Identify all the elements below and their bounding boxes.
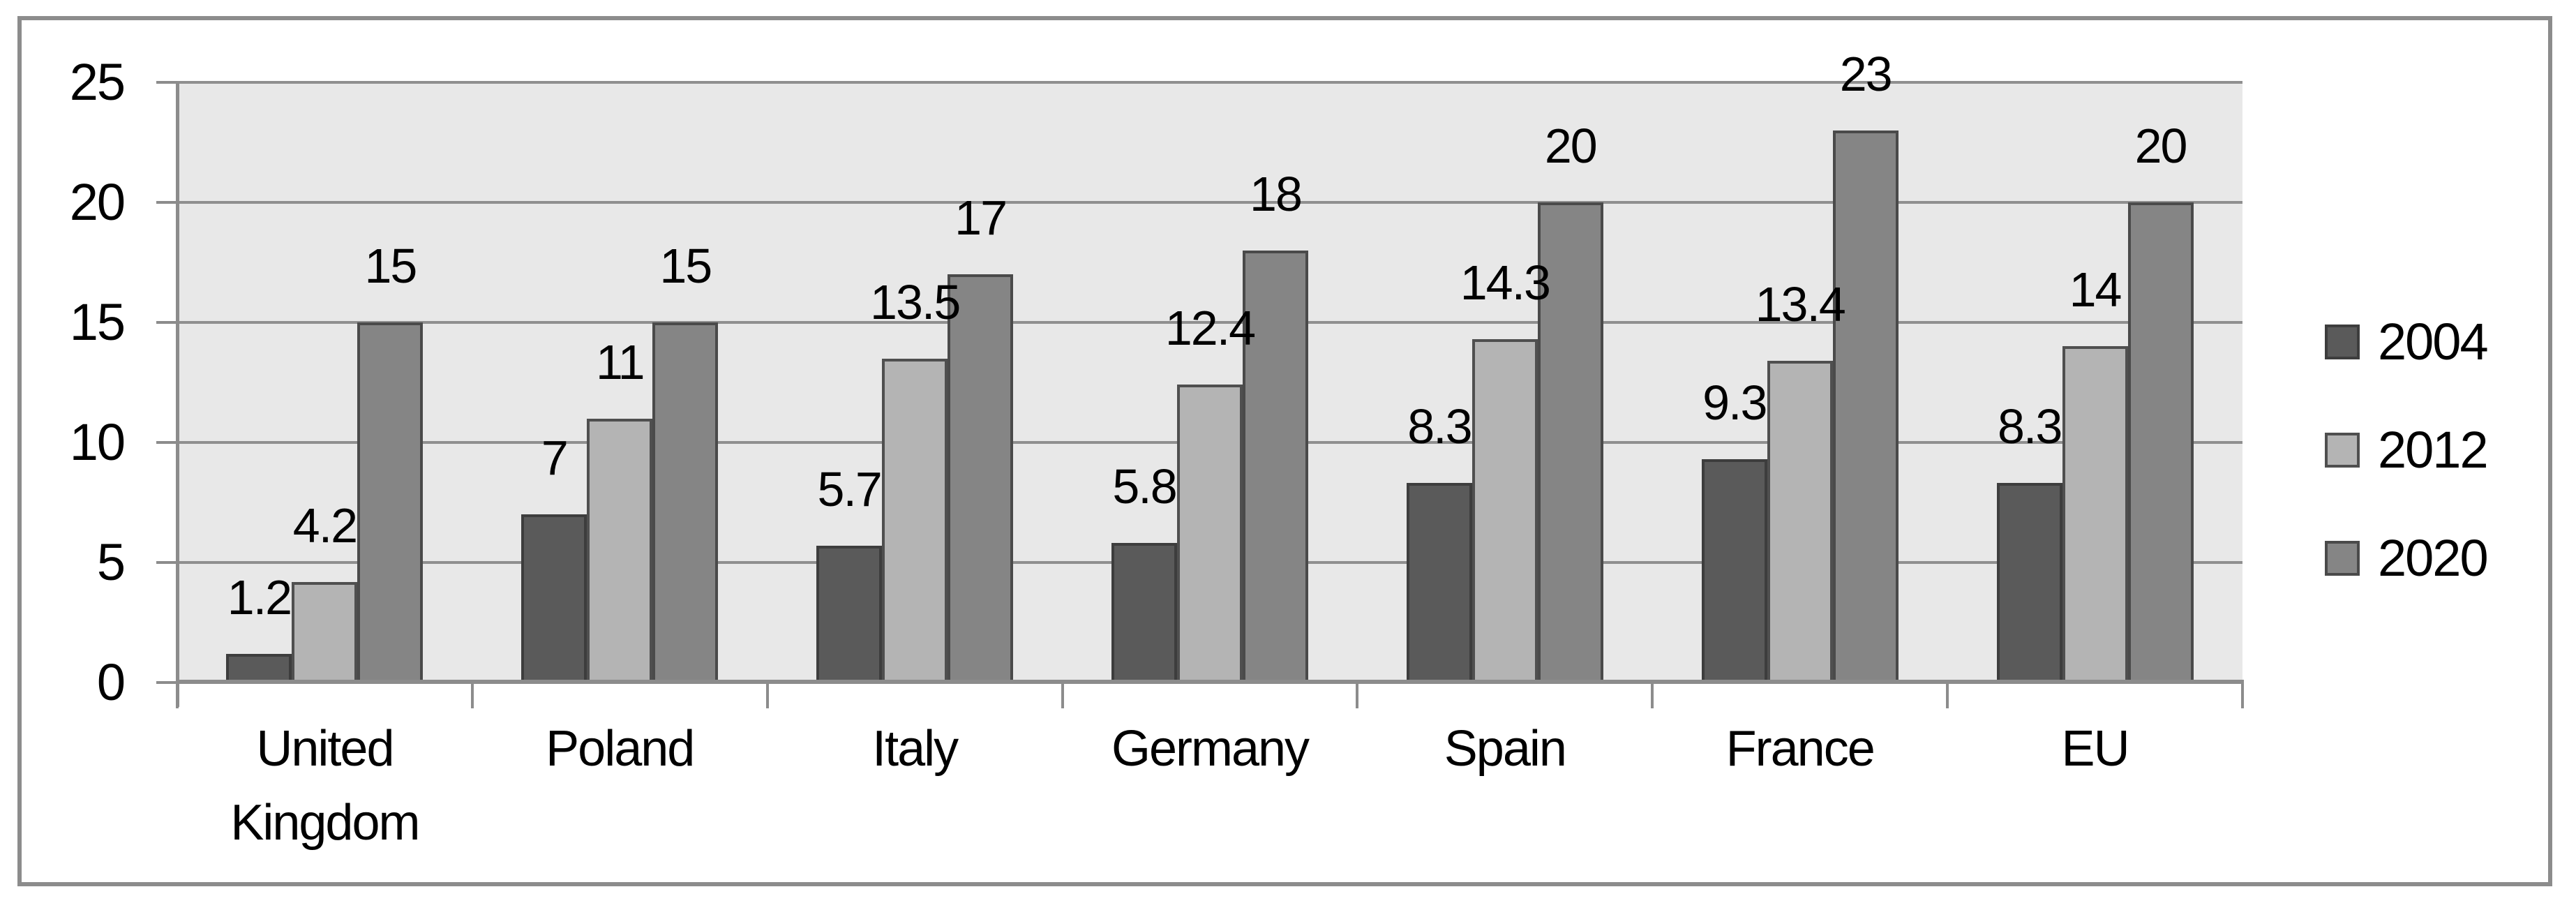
bar-value-label-2012-italy: 13.5 — [870, 275, 961, 329]
bar-2012-spain — [1472, 339, 1538, 683]
legend-item-2012: 2012 — [2325, 421, 2489, 479]
y-tick-25 — [156, 81, 177, 84]
category-label-eu: EU — [2061, 721, 2130, 777]
bar-value-label-2020-united-kingdom: 15 — [364, 239, 417, 293]
y-axis-label-0: 0 — [96, 653, 126, 711]
bar-value-label-2012-poland: 11 — [595, 335, 645, 389]
bar-2020-spain — [1537, 202, 1603, 683]
legend-swatch-2004 — [2325, 325, 2360, 359]
bar-2004-poland — [521, 514, 587, 683]
x-tick-2 — [765, 684, 769, 708]
y-axis-label-20: 20 — [69, 173, 126, 231]
bar-value-label-2004-france: 9.3 — [1702, 375, 1767, 430]
gridline-20 — [177, 201, 2242, 204]
bar-value-label-2012-germany: 12.4 — [1165, 301, 1256, 355]
bar-value-label-2020-eu: 20 — [2134, 119, 2188, 173]
legend-item-2004: 2004 — [2325, 313, 2489, 371]
gridline-25 — [177, 81, 2242, 84]
y-tick-15 — [156, 321, 177, 324]
category-label-united-kingdom: United Kingdom — [230, 721, 420, 851]
bar-2004-france — [1701, 459, 1767, 683]
category-label-germany: Germany — [1111, 721, 1310, 777]
x-tick-6 — [1946, 684, 1949, 708]
bar-2012-italy — [882, 359, 948, 683]
x-tick-5 — [1651, 684, 1654, 708]
bar-2012-united-kingdom — [292, 582, 358, 683]
bar-2012-france — [1767, 361, 1833, 683]
bar-2020-germany — [1242, 251, 1308, 683]
bar-value-label-2004-italy: 5.7 — [817, 462, 883, 516]
bar-value-label-2004-poland: 7 — [541, 431, 569, 485]
y-axis-label-10: 10 — [69, 413, 126, 471]
bar-2004-germany — [1111, 543, 1177, 683]
bar-2020-italy — [948, 274, 1014, 683]
bar-value-label-2020-germany: 18 — [1250, 167, 1303, 221]
category-label-poland: Poland — [546, 721, 695, 777]
x-tick-3 — [1061, 684, 1064, 708]
bar-2012-eu — [2062, 346, 2128, 683]
legend-swatch-2012 — [2325, 433, 2360, 468]
bar-value-label-2020-france: 23 — [1839, 47, 1893, 101]
y-axis-line — [176, 82, 179, 707]
bar-2020-eu — [2127, 202, 2194, 683]
bar-value-label-2004-spain: 8.3 — [1407, 399, 1472, 454]
legend-label-2012: 2012 — [2378, 421, 2489, 479]
x-tick-1 — [470, 684, 474, 708]
x-tick-7 — [2241, 684, 2244, 708]
bar-2004-eu — [1996, 483, 2062, 683]
bar-value-label-2020-poland: 15 — [659, 239, 712, 293]
category-label-italy: Italy — [872, 721, 959, 777]
gridline-15 — [177, 321, 2242, 324]
y-tick-5 — [156, 561, 177, 564]
legend-swatch-2020 — [2325, 541, 2360, 576]
bar-value-label-2012-united-kingdom: 4.2 — [292, 498, 358, 553]
bar-value-label-2020-italy: 17 — [954, 191, 1008, 245]
bar-value-label-2004-eu: 8.3 — [1997, 399, 2062, 454]
bar-2020-france — [1832, 131, 1899, 683]
bar-value-label-2004-united-kingdom: 1.2 — [227, 570, 292, 625]
category-label-spain: Spain — [1444, 721, 1567, 777]
y-tick-20 — [156, 201, 177, 204]
legend-label-2020: 2020 — [2378, 529, 2489, 587]
category-label-france: France — [1725, 721, 1875, 777]
x-axis-line — [176, 680, 2244, 684]
bar-value-label-2012-france: 13.4 — [1755, 277, 1846, 331]
y-axis-label-5: 5 — [96, 533, 126, 591]
y-axis-label-25: 25 — [69, 53, 126, 111]
legend-item-2020: 2020 — [2325, 529, 2489, 587]
y-tick-0 — [156, 681, 177, 684]
bar-2020-poland — [652, 322, 719, 683]
x-tick-0 — [176, 684, 179, 708]
bar-value-label-2020-spain: 20 — [1544, 119, 1598, 173]
legend-label-2004: 2004 — [2378, 313, 2489, 371]
y-tick-10 — [156, 441, 177, 444]
x-tick-4 — [1356, 684, 1359, 708]
y-axis-label-15: 15 — [69, 293, 126, 351]
bar-value-label-2004-germany: 5.8 — [1112, 459, 1177, 514]
bar-value-label-2012-eu: 14 — [2069, 262, 2122, 317]
bar-value-label-2012-spain: 14.3 — [1460, 255, 1551, 310]
bar-2020-united-kingdom — [357, 322, 424, 683]
